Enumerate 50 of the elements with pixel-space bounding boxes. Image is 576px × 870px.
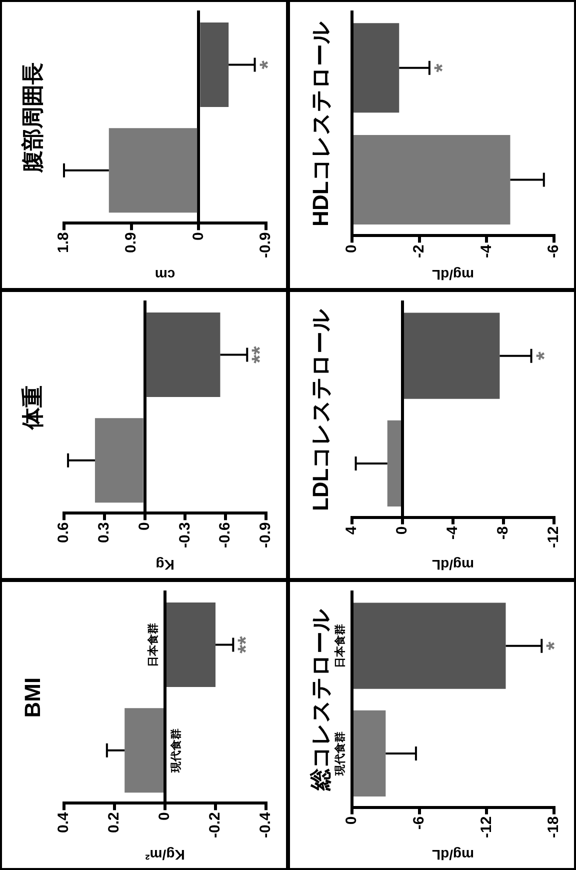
annotation: * — [542, 641, 567, 650]
x-tick-label: 0.4 — [55, 812, 72, 834]
x-axis-title: Kg/m² — [144, 847, 185, 864]
x-tick-label: -4 — [444, 526, 462, 540]
x-tick-label: 4 — [343, 526, 360, 535]
x-axis-title: Kg — [156, 557, 174, 574]
y-tick-label: 現代食群 — [334, 731, 347, 776]
x-tick-label: 0.9 — [122, 232, 140, 254]
annotation: ** — [233, 636, 258, 654]
x-axis-title: mg/dL — [432, 267, 474, 284]
x-tick-label: -0.9 — [257, 522, 274, 548]
y-tick-label: 現代食群 — [170, 728, 183, 774]
x-tick-label: -2 — [410, 244, 428, 258]
y-tick-label: 日本食群 — [146, 622, 160, 667]
x-tick-label: -0.2 — [206, 812, 224, 838]
y-tick-label: 日本食群 — [334, 624, 347, 668]
x-tick-label: -0.9 — [257, 232, 274, 258]
x-tick-label: 0 — [394, 526, 411, 535]
x-tick-label: -18 — [545, 816, 562, 838]
x-tick-label: 0 — [343, 816, 360, 825]
x-tick-label: -8 — [494, 526, 512, 540]
x-tick-label: 0 — [156, 812, 174, 820]
text: 体重 — [20, 386, 46, 431]
x-axis-title: mg/dL — [432, 847, 474, 864]
x-tick-label: -0.3 — [176, 522, 194, 548]
x-tick-label: -6 — [410, 816, 428, 830]
text: 腹部周囲長 — [20, 62, 46, 174]
text: BMI — [20, 677, 46, 718]
x-tick-label: 0 — [136, 522, 153, 530]
annotation: * — [531, 351, 556, 360]
x-tick-label: 0.3 — [96, 522, 113, 544]
annotation: * — [429, 63, 454, 72]
x-axis-title: cm — [154, 267, 176, 284]
x-tick-label: 0.6 — [55, 522, 72, 544]
x-tick-label: -12 — [545, 526, 562, 548]
annotation: ** — [247, 346, 272, 364]
text: LDLコレステロール — [308, 308, 334, 512]
text: HDLコレステロール — [308, 21, 334, 226]
x-tick-label: 0.2 — [106, 812, 123, 834]
x-tick-label: -0.4 — [257, 812, 274, 838]
x-tick-label: -0.6 — [216, 522, 234, 548]
x-tick-label: 0 — [190, 232, 207, 240]
text: 総コレステロール — [308, 608, 334, 792]
x-tick-label: 1.8 — [55, 232, 72, 254]
x-axis-title: mg/dL — [432, 557, 474, 574]
x-tick-label: 0 — [343, 244, 360, 254]
x-tick-label: -4 — [478, 244, 495, 258]
annotation: * — [254, 60, 280, 70]
x-tick-label: -12 — [478, 816, 495, 838]
x-tick-label: -6 — [545, 244, 562, 258]
